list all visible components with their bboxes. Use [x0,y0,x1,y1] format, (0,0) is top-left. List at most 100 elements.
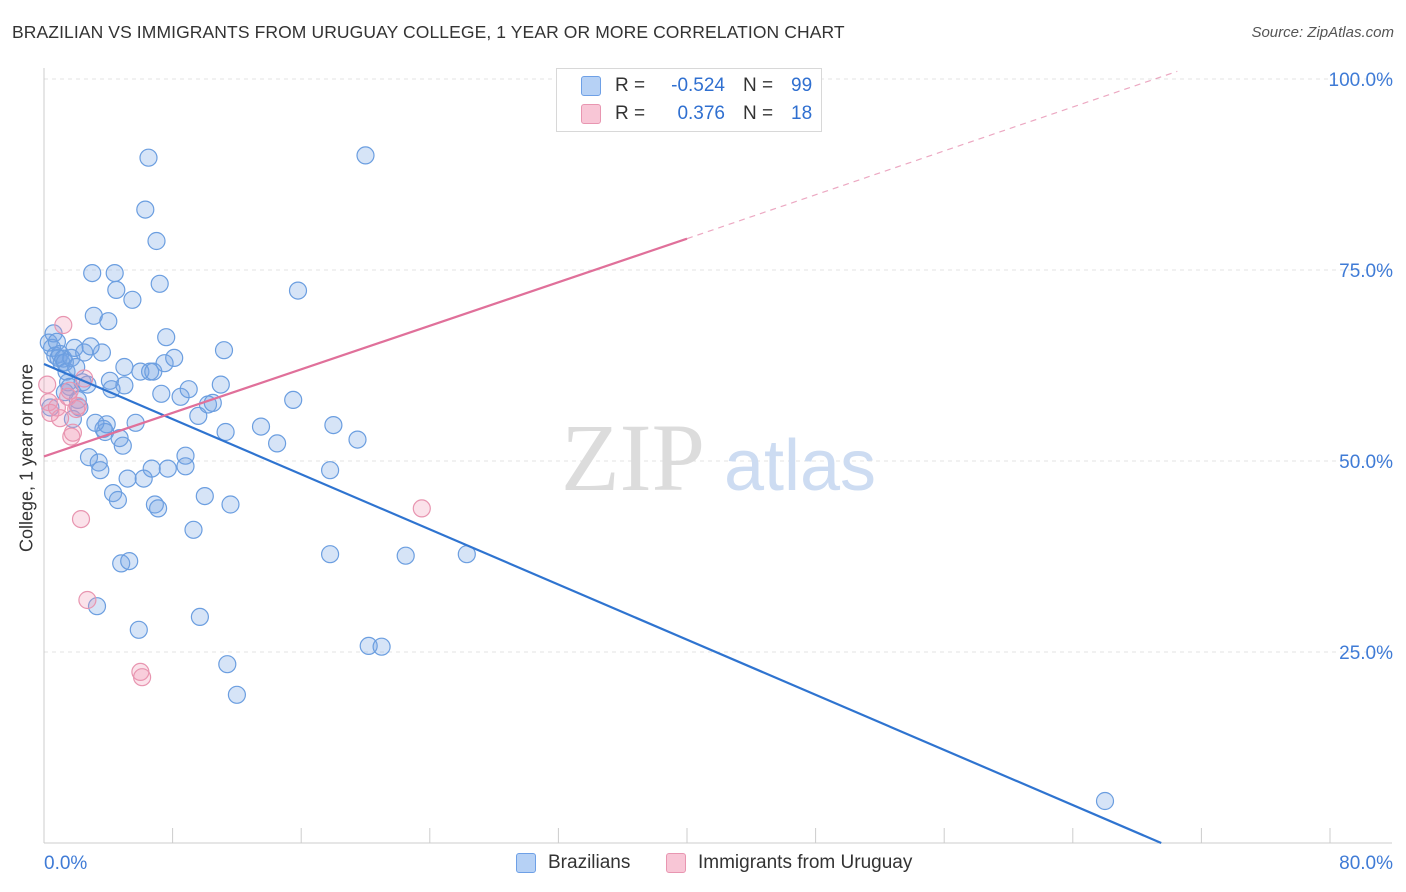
data-point-brazilians [108,490,128,510]
series-legend: Brazilians Immigrants from Uruguay [0,852,1406,876]
data-point-brazilians [99,312,118,331]
data-point-brazilians [113,436,132,455]
correlation-legend: R = -0.524 N = 99 R = 0.376 N = 18 [556,68,822,132]
data-point-brazilians [1095,791,1115,811]
x-tick-label-max: 80.0% [1339,853,1393,874]
data-point-brazilians [147,231,166,251]
data-point-brazilians [65,338,84,357]
data-point-brazilians [152,384,171,403]
data-point-brazilians [284,390,303,409]
legend-swatch-uruguay [581,104,601,124]
data-point-uruguay [133,668,152,687]
data-point-brazilians [372,637,391,656]
legend-swatch-uruguay [666,853,686,873]
watermark-zip: ZIP [561,404,705,511]
data-point-brazilians [129,620,148,639]
data-point-brazilians [184,520,203,539]
legend-r-value: -0.524 [671,75,725,96]
data-point-brazilians [81,337,100,356]
data-point-brazilians [105,264,124,283]
source-label: Source: ZipAtlas.com [1251,24,1394,41]
data-point-uruguay [38,375,57,394]
data-point-brazilians [195,487,214,506]
data-point-uruguay [50,409,70,428]
data-point-brazilians [359,636,378,656]
data-point-uruguay [60,381,79,400]
data-point-uruguay [71,509,91,529]
legend-r-label: R = [615,75,646,96]
legend-n-value: 18 [791,103,813,124]
legend-row-brazilians: R = -0.524 N = 99 [581,71,812,101]
legend-n-value: 99 [791,75,813,96]
data-point-brazilians [86,413,105,432]
legend-n-label: N = [743,75,774,96]
data-point-brazilians [158,459,177,478]
data-point-brazilians [136,200,155,219]
data-point-brazilians [251,417,271,436]
legend-item-uruguay[interactable]: Immigrants from Uruguay [666,852,912,874]
data-point-brazilians [150,274,169,293]
data-point-brazilians [149,499,168,518]
y-tick-label: 75.0% [1339,261,1393,282]
data-point-brazilians [356,146,375,165]
legend-r-value: 0.376 [677,103,725,124]
data-point-brazilians [288,281,308,300]
data-point-brazilians [139,148,158,167]
data-point-uruguay [67,399,86,419]
data-point-brazilians [107,280,126,299]
data-point-uruguay [63,423,83,442]
data-point-brazilians [120,551,139,571]
data-point-brazilians [348,430,367,449]
data-point-brazilians [123,290,142,309]
data-point-brazilians [89,453,108,472]
y-tick-label: 50.0% [1339,452,1393,473]
tick-labels: 25.0% 50.0% 75.0% 100.0% 0.0% 80.0% [44,70,1393,874]
data-point-uruguay [47,398,67,417]
legend-label-uruguay: Immigrants from Uruguay [698,852,913,873]
data-point-brazilians [83,264,102,283]
trend-lines [43,70,1178,845]
chart-title: BRAZILIAN VS IMMIGRANTS FROM URUGUAY COL… [12,22,845,42]
axes [43,68,1392,844]
trend-line-uruguay-extension [686,70,1178,240]
data-point-brazilians [118,469,137,488]
data-point-brazilians [131,362,150,381]
data-point-brazilians [165,348,184,367]
data-point-brazilians [142,459,161,478]
data-point-uruguay [54,315,73,335]
data-point-brazilians [155,354,174,373]
data-point-brazilians [79,448,99,467]
y-axis-label: College, 1 year or more [16,363,37,553]
data-point-brazilians [221,495,240,514]
x-tick-label-min: 0.0% [44,853,87,874]
legend-r-label: R = [615,103,646,124]
data-point-brazilians [91,461,110,480]
legend-swatch-brazilians [516,853,536,873]
data-point-brazilians [321,545,340,564]
data-point-brazilians [396,546,415,565]
data-point-brazilians [190,607,209,627]
data-point-brazilians [227,685,246,704]
data-point-uruguay [412,499,431,518]
legend-swatch-brazilians [581,76,601,96]
trend-line-brazilians [43,362,1162,845]
data-point-brazilians [324,416,343,435]
data-point-uruguay [68,396,87,416]
series-uruguay-points [38,315,431,687]
data-point-brazilians [214,341,234,360]
series-brazilians-points [39,146,1115,811]
y-tick-label: 25.0% [1339,643,1393,664]
data-point-brazilians [87,597,107,616]
legend-item-brazilians[interactable]: Brazilians [516,852,630,874]
data-point-brazilians [211,375,230,394]
watermark: ZIP atlas [561,404,876,511]
data-point-brazilians [176,457,195,476]
data-point-brazilians [176,446,195,465]
grid-lines [44,78,1392,653]
data-point-brazilians [115,376,134,395]
data-point-brazilians [179,380,198,399]
legend-row-uruguay: R = 0.376 N = 18 [581,99,812,129]
data-point-brazilians [218,655,237,674]
trend-line-uruguay [43,237,688,458]
